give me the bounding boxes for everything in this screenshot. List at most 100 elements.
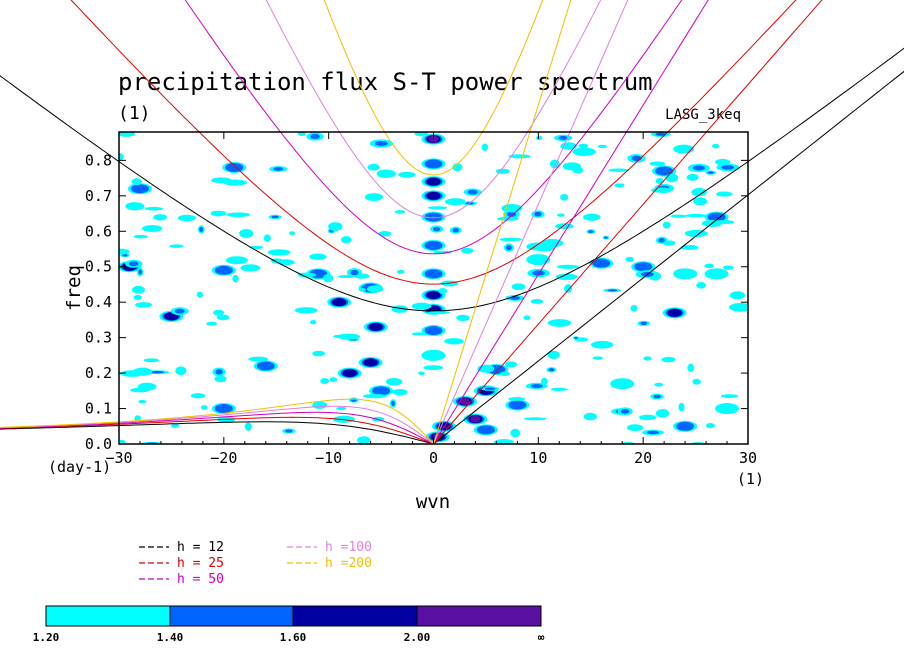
noise-contour [511, 283, 526, 291]
noise-contour [680, 244, 699, 251]
noise-contour [523, 315, 531, 321]
legend-label: h = 25 [177, 556, 224, 571]
spectral-peak-contour [130, 184, 149, 194]
noise-contour-inner [655, 132, 667, 136]
noise-contour [510, 428, 521, 438]
spectral-peak-contour [715, 403, 740, 415]
noise-contour-inner [588, 230, 594, 233]
noise-contour-inner [484, 387, 496, 391]
spectral-peak-contour [256, 361, 275, 371]
spectral-peak-contour [424, 269, 443, 279]
inertia-gravity-curve [323, 0, 544, 176]
inertia-gravity-curve [0, 47, 904, 312]
noise-contour [276, 259, 295, 266]
noise-contour [336, 406, 347, 411]
noise-contour [376, 169, 396, 178]
noise-contour [133, 294, 143, 300]
noise-contour [523, 417, 547, 421]
legend-label: h =200 [325, 556, 372, 571]
y-tick-label: 0.2 [85, 364, 112, 382]
noise-contour-inner [621, 408, 630, 414]
noise-contour-inner [607, 289, 618, 292]
legend-label: h =100 [325, 540, 372, 555]
noise-contour-inner [653, 394, 661, 399]
spectral-peak-contour [610, 378, 635, 390]
axis-ticks: −30 −20 −10 0 10 20 30 0.0 0.1 0.2 0.3 0.4 0.5 0.6 0.7… [85, 132, 757, 467]
noise-contour [411, 302, 432, 310]
noise-contour-inner [138, 269, 142, 275]
noise-contour [508, 397, 526, 401]
noise-contour [578, 143, 589, 149]
noise-contour [133, 234, 148, 239]
noise-contour [398, 171, 416, 178]
noise-contour [244, 422, 252, 431]
noise-contour [297, 272, 317, 278]
noise-contour-inner [452, 228, 460, 233]
noise-contour [547, 350, 560, 360]
noise-contour [626, 424, 644, 432]
noise-contour [232, 274, 239, 283]
noise-contour [206, 321, 218, 326]
spectral-peak-contour [673, 268, 698, 280]
inertia-gravity-curve [265, 0, 602, 219]
noise-contour [196, 291, 204, 298]
noise-contour [592, 356, 603, 360]
noise-contour [289, 231, 296, 236]
noise-contour-inner [273, 167, 284, 171]
noise-contour [329, 377, 338, 383]
noise-contour [312, 401, 328, 409]
spectral-peak-contour [372, 386, 391, 396]
units-label: (1) [118, 103, 151, 124]
noise-contour [686, 173, 699, 181]
noise-contour [555, 273, 578, 280]
dispersion-curves [0, 0, 904, 445]
x-unit-label: (1) [737, 470, 764, 488]
noise-contour-inner [647, 430, 659, 435]
x-tick-label: 10 [529, 449, 547, 467]
noise-contour [240, 264, 261, 272]
noise-contour [729, 291, 746, 300]
noise-contour [444, 198, 466, 206]
noise-contour [263, 234, 271, 243]
noise-contour [248, 356, 269, 362]
noise-contour-inner [151, 371, 164, 374]
y-tick-label: 0.1 [85, 400, 112, 418]
noise-contour [444, 338, 464, 345]
y-tick-label: 0.8 [85, 151, 112, 169]
noise-contour-inner [199, 226, 204, 232]
noise-contour [411, 332, 427, 336]
model-label: LASG_3keq [665, 107, 741, 123]
noise-contour [309, 253, 327, 260]
noise-contour [216, 314, 230, 321]
noise-contour [499, 237, 523, 242]
noise-contour [328, 222, 343, 232]
noise-contour [132, 285, 145, 294]
noise-contour [214, 375, 227, 383]
noise-contour [560, 193, 569, 201]
noise-contour [655, 187, 672, 194]
noise-contour [171, 423, 180, 428]
x-tick-label: −30 [105, 449, 132, 467]
noise-contour [394, 210, 406, 214]
noise-contour [556, 264, 579, 269]
colorbar-label: 1.20 [33, 631, 60, 644]
noise-contour [649, 161, 666, 166]
noise-contour-inner [271, 215, 279, 219]
noise-contour [704, 263, 714, 269]
noise-contour-inner [721, 165, 735, 170]
y-tick-label: 0.5 [85, 258, 112, 276]
noise-contour [131, 178, 142, 186]
noise-contour-inner [506, 211, 516, 217]
y-tick-label: 0.4 [85, 293, 112, 311]
x-tick-label: 30 [739, 449, 757, 467]
spectral-peak-contour [508, 400, 527, 410]
noise-contour [364, 193, 384, 201]
noise-contour [267, 249, 291, 256]
spectral-peak-contour [424, 159, 443, 169]
x-axis-label: wvn [416, 491, 450, 513]
noise-contour [572, 147, 596, 157]
noise-contour [190, 393, 206, 399]
x-tick-label: 0 [429, 449, 438, 467]
